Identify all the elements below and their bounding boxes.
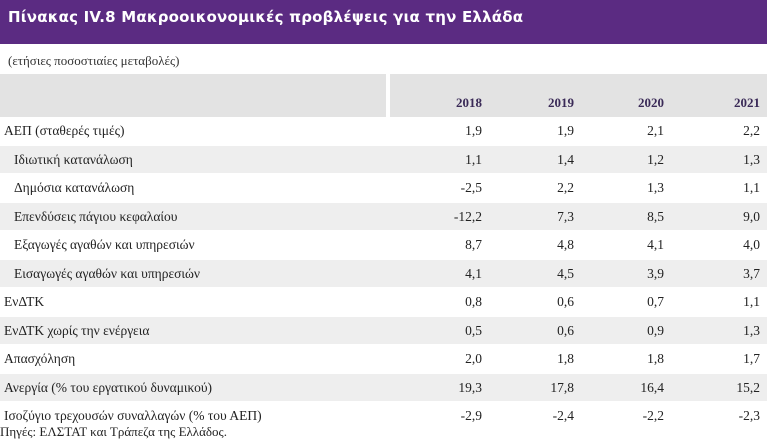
cell-value: 4,1: [647, 237, 664, 252]
cell-value: 1,2: [647, 151, 664, 167]
cell-value: 0,7: [647, 294, 664, 309]
table-row: Επενδύσεις πάγιου κεφαλαίου -12,2 7,3 8,5 9,…: [0, 202, 767, 231]
row-label: Επενδύσεις πάγιου κεφαλαίου: [14, 208, 178, 224]
cell-value: 8,5: [647, 208, 664, 224]
row-label: Ισοζύγιο τρεχουσών συναλλαγών (% του ΑΕΠ…: [4, 408, 262, 423]
table-row: ΑΕΠ (σταθερές τιμές) 1,9 1,9 2,1 2,2: [0, 117, 767, 146]
cell-value: 1,8: [647, 351, 664, 366]
row-label: ΑΕΠ (σταθερές τιμές): [4, 123, 125, 138]
cell-value: 1,4: [557, 151, 574, 167]
cell-value: 1,3: [743, 322, 760, 338]
cell-value: 15,2: [736, 379, 760, 395]
table-row: Εισαγωγές αγαθών και υπηρεσιών 4,1 4,5 3,9 3…: [0, 259, 767, 288]
table-row: Ισοζύγιο τρεχουσών συναλλαγών (% του ΑΕΠ…: [0, 402, 767, 431]
cell-value: 0,8: [465, 294, 482, 309]
row-label: Απασχόληση: [4, 351, 76, 366]
cell-value: 3,9: [647, 265, 664, 281]
cell-value: 8,7: [465, 237, 482, 252]
year-header-2019: 2019: [548, 95, 574, 110]
cell-value: 19,3: [458, 379, 482, 395]
cell-value: 0,6: [557, 294, 574, 309]
table-row: ΕνΔΤΚ χωρίς την ενέργεια 0,5 0,6 0,9 1,3: [0, 316, 767, 345]
year-header-2020: 2020: [638, 95, 664, 110]
table-subtitle: (ετήσιες ποσοστιαίες μεταβολές): [8, 53, 180, 68]
table-row: Εξαγωγές αγαθών και υπηρεσιών 8,7 4,8 4,1 4,…: [0, 231, 767, 260]
row-label: Εξαγωγές αγαθών και υπηρεσιών: [14, 237, 195, 252]
cell-value: 1,9: [557, 123, 574, 138]
cell-value: 1,3: [647, 180, 664, 195]
cell-value: 1,7: [743, 351, 760, 366]
cell-value: 9,0: [743, 208, 760, 224]
table-row: Ανεργία (% του εργατικού δυναμικού) 19,3 1…: [0, 373, 767, 402]
table-row: Ιδιωτική κατανάλωση 1,1 1,4 1,2 1,3: [0, 145, 767, 174]
cell-value: -2,4: [552, 408, 574, 423]
cell-value: -2,9: [460, 408, 482, 423]
cell-value: -2,3: [738, 408, 760, 423]
cell-value: 0,5: [465, 322, 482, 338]
cell-value: 4,1: [465, 265, 482, 281]
cell-value: -2,5: [460, 180, 482, 195]
forecast-table: 2018 2019 2020 2021 ΑΕΠ (σταθερές τιμές)…: [0, 74, 767, 431]
cell-value: 1,9: [465, 123, 482, 138]
row-label: ΕνΔΤΚ χωρίς την ενέργεια: [4, 322, 150, 338]
cell-value: 1,8: [557, 351, 574, 366]
table-body: ΑΕΠ (σταθερές τιμές) 1,9 1,9 2,1 2,2 Ιδιωτική…: [0, 117, 767, 431]
cell-value: 2,2: [743, 123, 760, 138]
table-row: ΕνΔΤΚ 0,8 0,6 0,7 1,1: [0, 288, 767, 317]
table-header: 2018 2019 2020 2021: [0, 74, 767, 117]
cell-value: 1,1: [743, 294, 760, 309]
cell-value: 4,5: [557, 265, 574, 281]
cell-value: 7,3: [557, 208, 574, 224]
table-row: Δημόσια κατανάλωση -2,5 2,2 1,3 1,1: [0, 174, 767, 203]
row-label: ΕνΔΤΚ: [4, 294, 45, 309]
table-title: Πίνακας IV.8 Μακροοικονομικές προβλέψεις…: [8, 8, 524, 26]
year-header-2021: 2021: [734, 95, 760, 110]
row-label: Ανεργία (% του εργατικού δυναμικού): [4, 379, 212, 395]
cell-value: 0,6: [557, 322, 574, 338]
table-row: Απασχόληση 2,0 1,8 1,8 1,7: [0, 345, 767, 374]
cell-value: 17,8: [550, 379, 574, 395]
source-note: Πηγές: ΕΛΣΤΑΤ και Τράπεζα της Ελλάδος.: [0, 424, 227, 439]
cell-value: 3,7: [743, 265, 760, 281]
row-label: Δημόσια κατανάλωση: [14, 180, 135, 195]
cell-value: 0,9: [647, 322, 664, 338]
cell-value: 1,3: [743, 151, 760, 167]
title-bar: Πίνακας IV.8 Μακροοικονομικές προβλέψεις…: [0, 0, 767, 44]
cell-value: 1,1: [465, 151, 482, 167]
cell-value: -2,2: [642, 408, 664, 423]
cell-value: 4,8: [557, 237, 574, 252]
header-separator: [386, 74, 390, 117]
cell-value: -12,2: [453, 208, 482, 224]
year-header-2018: 2018: [456, 95, 482, 110]
cell-value: 2,0: [465, 351, 482, 366]
cell-value: 2,2: [557, 180, 574, 195]
cell-value: 2,1: [647, 123, 664, 138]
row-label: Εισαγωγές αγαθών και υπηρεσιών: [14, 265, 201, 281]
cell-value: 4,0: [743, 237, 760, 252]
cell-value: 1,1: [743, 180, 760, 195]
row-label: Ιδιωτική κατανάλωση: [14, 151, 133, 167]
cell-value: 16,4: [640, 379, 664, 395]
